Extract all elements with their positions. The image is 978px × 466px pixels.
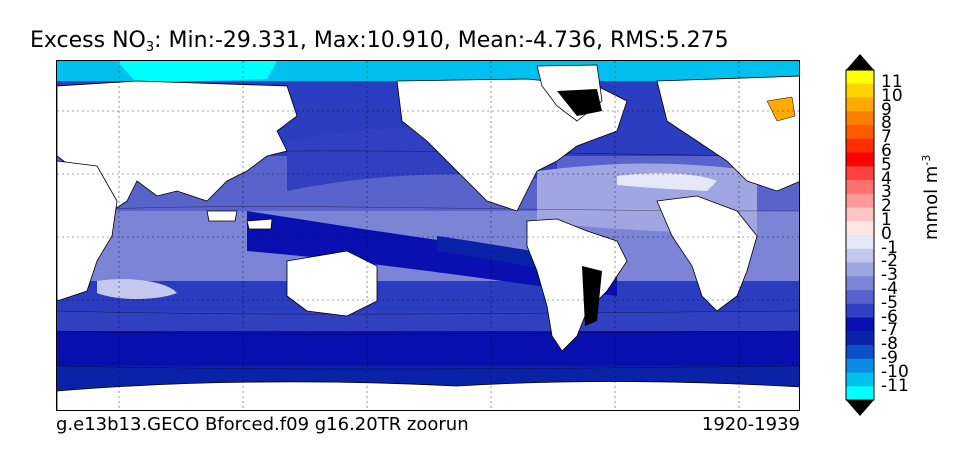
colorbar-segment xyxy=(846,152,874,167)
map-panel xyxy=(56,60,800,411)
colorbar-tick-label: -5 xyxy=(881,292,898,313)
colorbar-tick-label: 2 xyxy=(881,196,892,217)
ocean-field xyxy=(57,61,799,410)
colorbar-tick-label: -8 xyxy=(881,334,898,355)
colorbar-tick-label: 5 xyxy=(881,154,892,175)
colorbar-tick-label: -6 xyxy=(881,306,898,327)
colorbar-tick-label: 6 xyxy=(881,141,892,161)
colorbar-segment xyxy=(846,290,874,305)
colorbar-segment xyxy=(846,303,874,318)
colorbar-segment xyxy=(846,97,874,112)
period-label: 1920-1939 xyxy=(701,414,800,435)
colorbar-tick-label: 4 xyxy=(881,168,892,189)
colorbar-segment xyxy=(846,193,874,208)
colorbar-segment xyxy=(846,111,874,126)
colorbar-segment xyxy=(846,248,874,263)
colorbar-segment xyxy=(846,125,874,140)
colorbar-tick-label: 0 xyxy=(881,223,892,244)
colorbar-segment xyxy=(846,262,874,277)
colorbar-tick-label: -10 xyxy=(881,361,909,382)
colorbar-tick-label: -2 xyxy=(881,251,898,272)
colorbar-min-arrow xyxy=(846,400,874,416)
colorbar-tick-label: 3 xyxy=(881,182,892,203)
colorbar-tick-label: 7 xyxy=(881,127,892,148)
map-title: Excess NO3: Min:-29.331, Max:10.910, Mea… xyxy=(30,28,729,55)
colorbar-segment xyxy=(846,235,874,250)
colorbar-segment xyxy=(846,331,874,346)
colorbar-tick-label: -7 xyxy=(881,320,898,341)
colorbar xyxy=(845,54,875,416)
colorbar-segment xyxy=(846,358,874,373)
colorbar-tick-label: 11 xyxy=(881,72,903,92)
colorbar-segment xyxy=(846,372,874,387)
colorbar-tick-label: -9 xyxy=(881,348,898,368)
colorbar-segment xyxy=(846,386,874,401)
colorbar-unit: mmol m-3 xyxy=(920,154,942,240)
colorbar-tick-label: 8 xyxy=(881,113,892,134)
colorbar-tick-label: 10 xyxy=(881,85,903,106)
colorbar-segment xyxy=(846,166,874,181)
colorbar-tick-label: 1 xyxy=(881,210,892,230)
colorbar-tick-label: -3 xyxy=(881,265,898,286)
colorbar-tick-label: -1 xyxy=(881,237,898,258)
colorbar-segment xyxy=(846,180,874,195)
colorbar-tick-label: -11 xyxy=(881,375,909,396)
colorbar-segment xyxy=(846,138,874,153)
run-label: g.e13b13.GECO Bforced.f09 g16.20TR zooru… xyxy=(56,414,469,435)
colorbar-tick-label: -4 xyxy=(881,279,898,299)
colorbar-segment xyxy=(846,345,874,360)
colorbar-tick-label: 9 xyxy=(881,99,892,120)
colorbar-segment xyxy=(846,317,874,332)
colorbar-segment xyxy=(846,276,874,291)
colorbar-segment xyxy=(846,83,874,98)
colorbar-max-arrow xyxy=(846,54,874,70)
colorbar-segment xyxy=(846,70,874,85)
colorbar-segment xyxy=(846,207,874,222)
colorbar-segment xyxy=(846,221,874,236)
